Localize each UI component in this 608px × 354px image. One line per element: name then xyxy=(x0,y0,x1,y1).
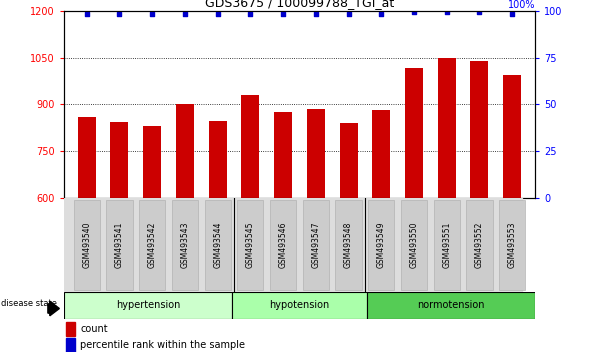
Bar xyxy=(303,200,329,290)
Text: GSM493544: GSM493544 xyxy=(213,222,222,268)
Point xyxy=(344,12,353,17)
Text: GSM493553: GSM493553 xyxy=(508,222,517,268)
Bar xyxy=(143,126,161,198)
Bar xyxy=(336,200,362,290)
Text: GSM493541: GSM493541 xyxy=(115,222,124,268)
Bar xyxy=(204,200,230,290)
Text: GSM493540: GSM493540 xyxy=(82,222,91,268)
Point xyxy=(114,12,124,17)
Point xyxy=(213,12,223,17)
Point xyxy=(311,12,320,17)
Text: GSM493546: GSM493546 xyxy=(278,222,288,268)
Bar xyxy=(401,200,427,290)
Point xyxy=(475,10,485,15)
Bar xyxy=(172,200,198,290)
Text: percentile rank within the sample: percentile rank within the sample xyxy=(80,340,245,350)
Point xyxy=(278,12,288,17)
Text: normotension: normotension xyxy=(417,300,485,310)
Bar xyxy=(372,110,390,198)
Bar xyxy=(368,200,395,290)
Bar xyxy=(307,109,325,198)
Text: count: count xyxy=(80,324,108,334)
Point xyxy=(507,12,517,17)
Text: hypotension: hypotension xyxy=(269,300,330,310)
Bar xyxy=(106,200,133,290)
Bar xyxy=(241,95,260,198)
FancyArrow shape xyxy=(48,301,60,316)
Bar xyxy=(237,200,263,290)
Text: GSM493549: GSM493549 xyxy=(377,222,385,268)
Text: GSM493547: GSM493547 xyxy=(311,222,320,268)
Text: GSM493548: GSM493548 xyxy=(344,222,353,268)
Bar xyxy=(503,75,521,198)
Text: GSM493542: GSM493542 xyxy=(148,222,157,268)
Bar xyxy=(66,338,75,352)
FancyBboxPatch shape xyxy=(64,292,232,319)
Point xyxy=(180,12,190,17)
Bar xyxy=(78,117,95,198)
Bar xyxy=(270,200,296,290)
Point xyxy=(82,12,92,17)
Bar xyxy=(66,322,75,336)
Bar xyxy=(111,122,128,198)
Bar xyxy=(405,68,423,198)
Bar xyxy=(499,200,525,290)
Point xyxy=(409,10,419,15)
FancyBboxPatch shape xyxy=(367,292,535,319)
Bar xyxy=(209,121,227,198)
Point xyxy=(147,12,157,17)
Text: GSM493545: GSM493545 xyxy=(246,222,255,268)
Bar xyxy=(74,200,100,290)
Bar xyxy=(434,200,460,290)
Text: GSM493543: GSM493543 xyxy=(181,222,190,268)
Bar xyxy=(274,112,292,198)
Bar xyxy=(139,200,165,290)
Bar xyxy=(471,61,488,198)
Point xyxy=(246,12,255,17)
Text: GSM493550: GSM493550 xyxy=(409,222,418,268)
Text: disease state: disease state xyxy=(1,299,57,308)
Point xyxy=(376,12,386,17)
Bar xyxy=(176,104,194,198)
FancyBboxPatch shape xyxy=(232,292,367,319)
Bar xyxy=(438,57,455,198)
Title: GDS3675 / 100099788_TGI_at: GDS3675 / 100099788_TGI_at xyxy=(205,0,394,10)
Text: hypertension: hypertension xyxy=(116,300,180,310)
Text: GSM493551: GSM493551 xyxy=(442,222,451,268)
Point xyxy=(442,10,452,15)
Text: GSM493552: GSM493552 xyxy=(475,222,484,268)
Text: 100%: 100% xyxy=(508,0,535,10)
Bar xyxy=(466,200,492,290)
Bar xyxy=(339,123,358,198)
